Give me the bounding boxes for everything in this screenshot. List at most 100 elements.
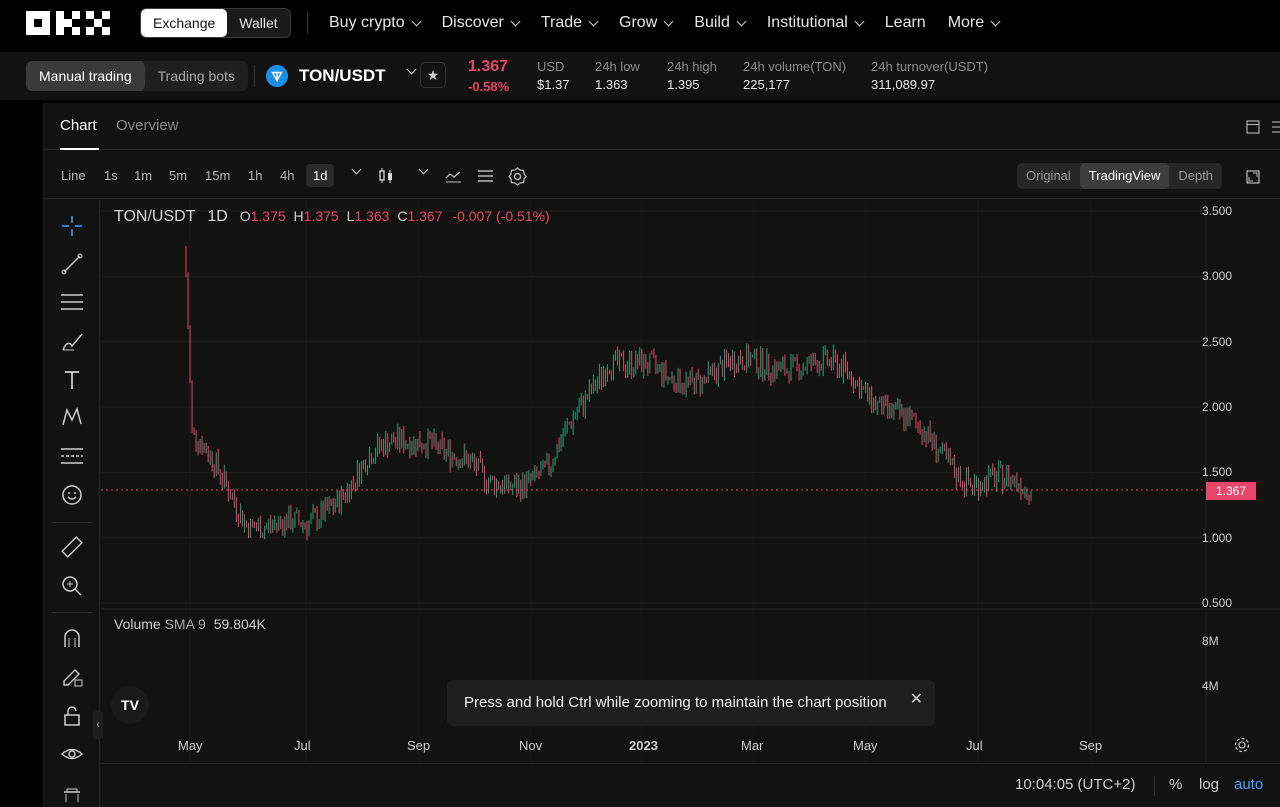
stat-label: 24h low <box>595 59 640 74</box>
candles <box>185 245 1032 541</box>
horizontal-lines-icon[interactable] <box>60 290 84 314</box>
chart-view-toggle: Original TradingView Depth <box>1017 163 1223 189</box>
chart-panel: Chart Overview Line 1s 1m 5m 15m 1h 4h 1… <box>43 103 1280 807</box>
expand-icon[interactable] <box>1246 170 1260 184</box>
nav-trade[interactable]: Trade <box>541 14 599 32</box>
view-depth[interactable]: Depth <box>1178 168 1214 183</box>
chart-grid <box>101 200 1206 763</box>
collapse-toolbar-button[interactable]: ‹ <box>93 711 103 739</box>
fib-levels-icon[interactable] <box>60 444 84 468</box>
okx-logo[interactable] <box>26 11 112 35</box>
time-tick-label: Mar <box>741 738 764 753</box>
divider <box>52 612 92 613</box>
legend-pair: TON/USDT <box>114 208 196 225</box>
stat-value: 311,089.97 <box>871 77 936 92</box>
stat-label: 24h volume(TON) <box>743 59 847 74</box>
interval-1h[interactable]: 1h <box>248 168 263 183</box>
stat-24h-turnover: 24h turnover(USDT) 311,089.97 <box>871 59 988 92</box>
view-tradingview[interactable]: TradingView <box>1079 163 1170 189</box>
chevron-down-icon[interactable] <box>418 164 429 175</box>
chevron-down-icon <box>663 16 674 26</box>
pattern-icon[interactable] <box>60 405 84 429</box>
ruler-icon[interactable] <box>60 535 84 559</box>
line-button[interactable]: Line <box>61 168 86 183</box>
interval-15m[interactable]: 15m <box>205 168 231 183</box>
chevron-down-icon <box>736 16 747 26</box>
divider <box>307 12 308 34</box>
ohlc-legend: TON/USDT 1D O1.375 H1.375 L1.363 C1.367 … <box>114 208 550 226</box>
nav-grow[interactable]: Grow <box>619 14 674 32</box>
trash-icon[interactable] <box>60 788 84 802</box>
magnet-icon[interactable] <box>60 626 84 650</box>
time-tick-label: May <box>853 738 878 753</box>
chevron-down-icon[interactable] <box>406 64 417 75</box>
lock-icon[interactable] <box>60 704 84 728</box>
nav-institutional[interactable]: Institutional <box>767 14 865 32</box>
manual-trading-tab[interactable]: Manual trading <box>26 61 145 91</box>
time-tick-label: Jul <box>966 738 983 753</box>
zoom-hint-toast: Press and hold Ctrl while zooming to mai… <box>447 680 935 726</box>
brush-icon[interactable] <box>60 330 84 354</box>
nav-buy-crypto[interactable]: Buy crypto <box>329 14 422 32</box>
top-nav: Exchange Wallet Buy crypto Discover Trad… <box>0 0 1280 46</box>
price-tick-label: 1.000 <box>1202 530 1233 545</box>
wallet-tab[interactable]: Wallet <box>239 15 278 31</box>
drawing-toolbar <box>44 200 100 807</box>
eye-icon[interactable] <box>60 742 84 766</box>
auto-scale-button[interactable]: auto <box>1234 776 1264 793</box>
interval-1m[interactable]: 1m <box>134 168 153 183</box>
list-icon[interactable] <box>477 169 494 183</box>
text-icon[interactable] <box>60 368 84 392</box>
candle-type-icon[interactable] <box>378 168 394 184</box>
favorite-star-icon[interactable]: ★ <box>420 62 446 88</box>
price-tick-label: 2.500 <box>1202 334 1233 349</box>
main-menu: Buy crypto Discover Trade Grow Build Ins… <box>329 0 1021 46</box>
trading-bots-tab[interactable]: Trading bots <box>157 68 235 84</box>
legend-h-label: H <box>293 208 304 224</box>
layout-icon[interactable] <box>1270 120 1280 134</box>
pencil-lock-icon[interactable] <box>60 665 84 689</box>
trend-line-icon[interactable] <box>60 252 84 276</box>
time-tick-label: 2023 <box>629 738 658 753</box>
log-scale-button[interactable]: log <box>1199 776 1220 793</box>
emoji-icon[interactable] <box>60 483 84 507</box>
toast-message: Press and hold Ctrl while zooming to mai… <box>464 694 887 711</box>
interval-1d[interactable]: 1d <box>306 164 335 187</box>
stat-value: 1.395 <box>667 77 700 92</box>
interval-5m[interactable]: 5m <box>169 168 188 183</box>
stat-value: 225,177 <box>743 77 790 92</box>
tab-chart[interactable]: Chart <box>60 117 97 134</box>
stat-24h-volume: 24h volume(TON) 225,177 <box>743 59 846 92</box>
chart-toolbar: Line 1s 1m 5m 15m 1h 4h 1d Original Trad… <box>44 151 1280 199</box>
time-tick-label: May <box>178 738 203 753</box>
exchange-tab[interactable]: Exchange <box>141 9 228 37</box>
crosshair-icon[interactable] <box>60 214 84 238</box>
volume-sma-label: SMA 9 <box>164 616 206 632</box>
view-original[interactable]: Original <box>1026 168 1071 183</box>
nav-build[interactable]: Build <box>694 14 747 32</box>
chevron-down-icon <box>854 16 865 26</box>
volume-label: Volume <box>114 616 161 632</box>
nav-more[interactable]: More <box>948 14 1001 32</box>
interval-1s[interactable]: 1s <box>104 168 118 183</box>
tradingview-logo[interactable]: TV <box>111 686 149 724</box>
close-icon[interactable]: ✕ <box>909 691 923 708</box>
chevron-down-icon[interactable] <box>351 164 362 175</box>
legend-l-label: L <box>346 208 355 224</box>
indicator-icon[interactable] <box>445 169 462 183</box>
interval-4h[interactable]: 4h <box>280 168 295 183</box>
last-price-tag: 1.367 <box>1206 482 1256 500</box>
settings-gear-icon[interactable] <box>508 167 527 186</box>
price-tick-label: 2.000 <box>1202 400 1233 414</box>
window-icon[interactable] <box>1246 120 1260 134</box>
nav-discover[interactable]: Discover <box>442 14 521 32</box>
nav-learn[interactable]: Learn <box>884 14 926 31</box>
legend-open: 1.375 <box>250 208 286 224</box>
percent-scale-button[interactable]: % <box>1169 776 1183 793</box>
tab-overview[interactable]: Overview <box>116 117 179 134</box>
pair-selector[interactable]: TON/USDT <box>299 66 386 85</box>
chevron-down-icon <box>411 16 422 26</box>
candlestick-chart[interactable] <box>101 200 1280 763</box>
settings-gear-icon[interactable] <box>1234 737 1250 753</box>
zoom-in-icon[interactable] <box>60 574 84 598</box>
